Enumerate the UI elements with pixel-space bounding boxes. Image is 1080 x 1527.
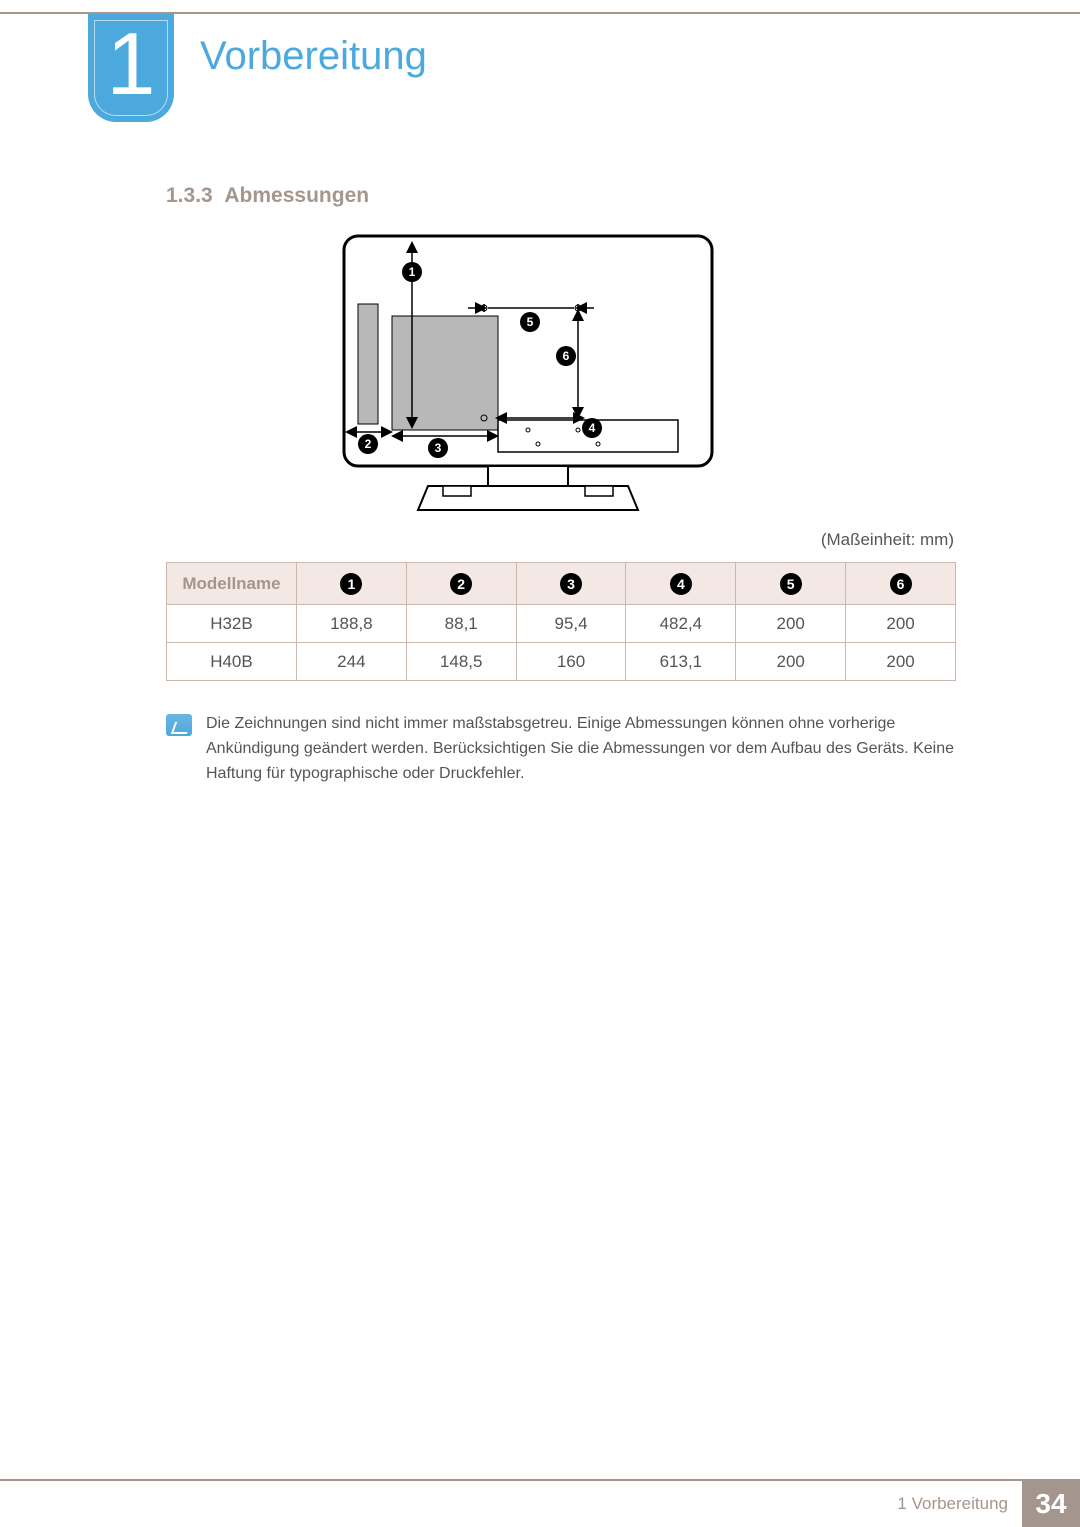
note-icon <box>166 714 192 736</box>
unit-label: (Maßeinheit: mm) <box>821 530 954 550</box>
cell-val: 95,4 <box>516 605 626 643</box>
dimensions-diagram: 1 2 3 4 5 6 <box>338 230 718 520</box>
cell-val: 88,1 <box>406 605 516 643</box>
cell-val: 200 <box>846 643 956 681</box>
cell-val: 482,4 <box>626 605 736 643</box>
col-3-header: 3 <box>516 563 626 605</box>
note-text: Die Zeichnungen sind nicht immer maßstab… <box>206 712 956 786</box>
chapter-tab: 1 <box>88 14 174 122</box>
note-block: Die Zeichnungen sind nicht immer maßstab… <box>166 712 956 786</box>
col-1-header: 1 <box>296 563 406 605</box>
svg-text:1: 1 <box>409 265 416 279</box>
circled-1-icon: 1 <box>340 573 362 595</box>
table-header-row: Modellname 1 2 3 4 5 6 <box>167 563 956 605</box>
cell-val: 200 <box>736 605 846 643</box>
circled-2-icon: 2 <box>450 573 472 595</box>
circled-6-icon: 6 <box>890 573 912 595</box>
chapter-number: 1 <box>107 20 156 108</box>
col-5-header: 5 <box>736 563 846 605</box>
cell-val: 200 <box>736 643 846 681</box>
col-6-header: 6 <box>846 563 956 605</box>
circled-3-icon: 3 <box>560 573 582 595</box>
cell-model: H40B <box>167 643 297 681</box>
cell-val: 244 <box>296 643 406 681</box>
section-heading: 1.3.3 Abmessungen <box>166 184 369 208</box>
cell-model: H32B <box>167 605 297 643</box>
cell-val: 200 <box>846 605 956 643</box>
section-title: Abmessungen <box>224 184 369 207</box>
chapter-title: Vorbereitung <box>200 34 427 79</box>
circled-5-icon: 5 <box>780 573 802 595</box>
svg-text:3: 3 <box>435 441 442 455</box>
table-row: H32B 188,8 88,1 95,4 482,4 200 200 <box>167 605 956 643</box>
col-4-header: 4 <box>626 563 736 605</box>
footer-bar: 1 Vorbereitung 34 <box>0 1479 1080 1527</box>
svg-text:6: 6 <box>563 349 570 363</box>
svg-text:5: 5 <box>527 315 534 329</box>
table-row: H40B 244 148,5 160 613,1 200 200 <box>167 643 956 681</box>
dimensions-table: Modellname 1 2 3 4 5 6 H32B 188,8 88,1 9… <box>166 562 956 681</box>
col-2-header: 2 <box>406 563 516 605</box>
col-model-header: Modellname <box>167 563 297 605</box>
cell-val: 188,8 <box>296 605 406 643</box>
cell-val: 613,1 <box>626 643 736 681</box>
svg-text:2: 2 <box>365 437 372 451</box>
footer-page-number: 34 <box>1022 1481 1080 1527</box>
footer-text: 1 Vorbereitung <box>897 1481 1022 1527</box>
cell-val: 160 <box>516 643 626 681</box>
circled-4-icon: 4 <box>670 573 692 595</box>
svg-text:4: 4 <box>589 421 596 435</box>
cell-val: 148,5 <box>406 643 516 681</box>
section-number: 1.3.3 <box>166 184 213 207</box>
